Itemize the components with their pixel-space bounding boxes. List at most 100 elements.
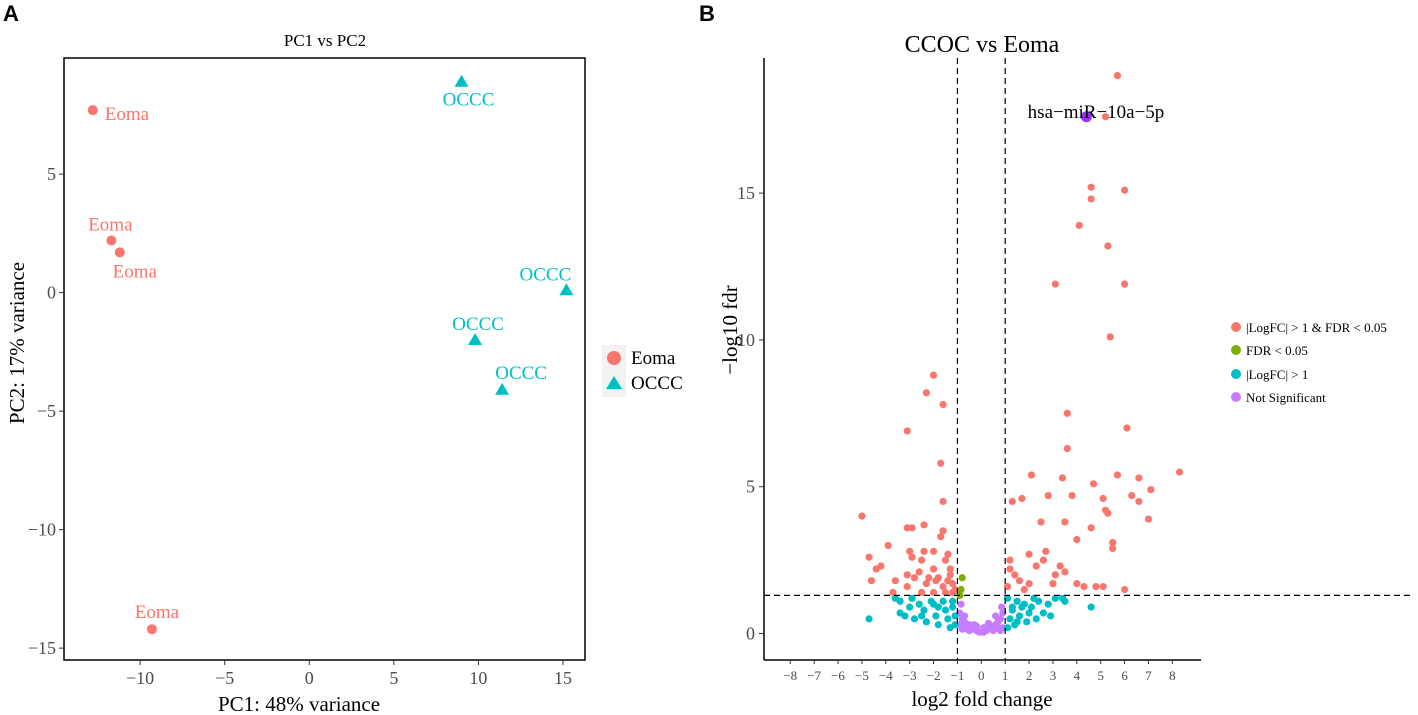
significant-point	[1073, 536, 1080, 543]
significant-point	[1114, 72, 1121, 79]
occc-point	[495, 383, 509, 395]
significant-point	[1088, 524, 1095, 531]
significant-point	[1052, 571, 1059, 578]
logfc-only-point	[1025, 609, 1032, 616]
significant-point	[918, 557, 925, 564]
panel-b-x-tick-label: −2	[927, 668, 941, 683]
logfc-only-point	[1047, 612, 1054, 619]
logfc-only-point	[932, 612, 939, 619]
panel-a-x-tick-label: 10	[469, 668, 487, 688]
significant-point	[1040, 557, 1047, 564]
significant-point	[1128, 492, 1135, 499]
significant-point	[1042, 548, 1049, 555]
logfc-only-point	[918, 612, 925, 619]
panel-b-y-tick-label: 0	[746, 624, 755, 644]
significant-point	[1080, 583, 1087, 590]
significant-point	[944, 577, 951, 584]
significant-point	[908, 524, 915, 531]
significant-point	[1147, 486, 1154, 493]
significant-point	[1057, 562, 1064, 569]
panel-a-x-label: PC1: 48% variance	[218, 692, 380, 715]
panel-a-y-tick-label: 0	[47, 283, 56, 303]
significant-point	[1061, 568, 1068, 575]
legend-fdr-only-label: FDR < 0.05	[1246, 343, 1308, 358]
panel-a-letter: A	[3, 1, 19, 26]
occc-point	[455, 75, 469, 87]
logfc-only-point	[897, 609, 904, 616]
not-significant-point	[957, 601, 964, 608]
legend-logfc-only-label: |LogFC| > 1	[1246, 367, 1308, 382]
significant-point	[1104, 510, 1111, 517]
significant-point	[904, 583, 911, 590]
panel-a-y-tick-label: 5	[47, 164, 56, 184]
panel-b-x-tick-label: −4	[879, 668, 893, 683]
not-significant-point	[980, 624, 987, 631]
panel-a-x-tick-label: 0	[305, 668, 314, 688]
significant-point	[1135, 474, 1142, 481]
significant-point	[1109, 545, 1116, 552]
significant-point	[1059, 474, 1066, 481]
significant-point	[1052, 281, 1059, 288]
significant-point	[911, 574, 918, 581]
significant-point	[1064, 410, 1071, 417]
logfc-only-point	[935, 621, 942, 628]
panel-b-x-tick-label: −7	[807, 668, 821, 683]
logfc-only-point	[949, 598, 956, 605]
logfc-only-point	[939, 598, 946, 605]
significant-point	[930, 372, 937, 379]
significant-point	[1121, 281, 1128, 288]
panel-b-threshold-lines	[764, 58, 1414, 660]
significant-point	[939, 498, 946, 505]
significant-point	[1025, 580, 1032, 587]
logfc-only-point	[1014, 598, 1021, 605]
panel-a-title: PC1 vs PC2	[284, 31, 366, 50]
not-significant-point	[998, 604, 1005, 611]
significant-point	[1135, 498, 1142, 505]
panel-a-plot-border	[64, 58, 585, 660]
logfc-only-point	[1040, 609, 1047, 616]
significant-point	[858, 513, 865, 520]
significant-point	[916, 568, 923, 575]
logfc-only-point	[1088, 604, 1095, 611]
panel-a-y-tick-label: −5	[37, 401, 56, 421]
logfc-only-point	[906, 604, 913, 611]
significant-point	[1064, 445, 1071, 452]
significant-point	[1121, 586, 1128, 593]
eoma-point	[115, 247, 125, 257]
significant-point	[920, 548, 927, 555]
panel-a-y-tick-label: −10	[28, 520, 56, 540]
point-label: Eoma	[105, 104, 150, 125]
significant-point	[904, 427, 911, 434]
significant-point	[1092, 583, 1099, 590]
significant-point	[1021, 586, 1028, 593]
significant-point	[932, 577, 939, 584]
significant-point	[1099, 583, 1106, 590]
panel-a-legend: Eoma OCCC	[602, 345, 683, 397]
significant-point	[1037, 518, 1044, 525]
significant-point	[920, 521, 927, 528]
logfc-only-point	[1045, 601, 1052, 608]
logfc-only-point	[916, 601, 923, 608]
significant-point	[1009, 498, 1016, 505]
significant-point	[930, 565, 937, 572]
significant-point	[908, 554, 915, 561]
point-label: Eoma	[135, 602, 180, 623]
significant-point	[1045, 492, 1052, 499]
significant-point	[1011, 571, 1018, 578]
not-significant-point	[992, 612, 999, 619]
logfc-only-point	[928, 598, 935, 605]
panel-b-x-tick-label: −5	[855, 668, 869, 683]
panel-b-y-tick-label: 15	[737, 183, 755, 203]
significant-point	[1018, 495, 1025, 502]
panel-a-y-tick-label: −15	[28, 638, 56, 658]
significant-point	[939, 401, 946, 408]
panel-a-point-labels: Eoma Eoma Eoma Eoma OCCC OCCC OCCC OCCC	[88, 90, 571, 623]
significant-point	[1123, 424, 1130, 431]
panel-b-x-label: log2 fold change	[911, 687, 1052, 711]
logfc-only-point	[1023, 618, 1030, 625]
logfc-only-point	[1014, 618, 1021, 625]
legend-fdr-only-marker	[1231, 345, 1241, 355]
significant-point	[1073, 580, 1080, 587]
panel-a-x-tick-label: −10	[126, 668, 154, 688]
legend-eoma-marker	[607, 351, 621, 365]
